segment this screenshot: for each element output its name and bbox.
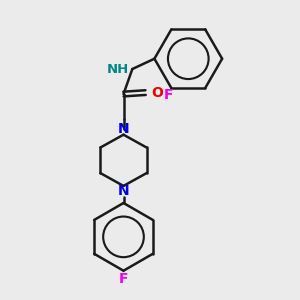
Text: O: O (151, 85, 163, 100)
Text: F: F (164, 88, 173, 102)
Text: NH: NH (107, 62, 129, 76)
Text: F: F (119, 272, 128, 286)
Text: N: N (118, 122, 129, 136)
Text: N: N (118, 184, 129, 198)
